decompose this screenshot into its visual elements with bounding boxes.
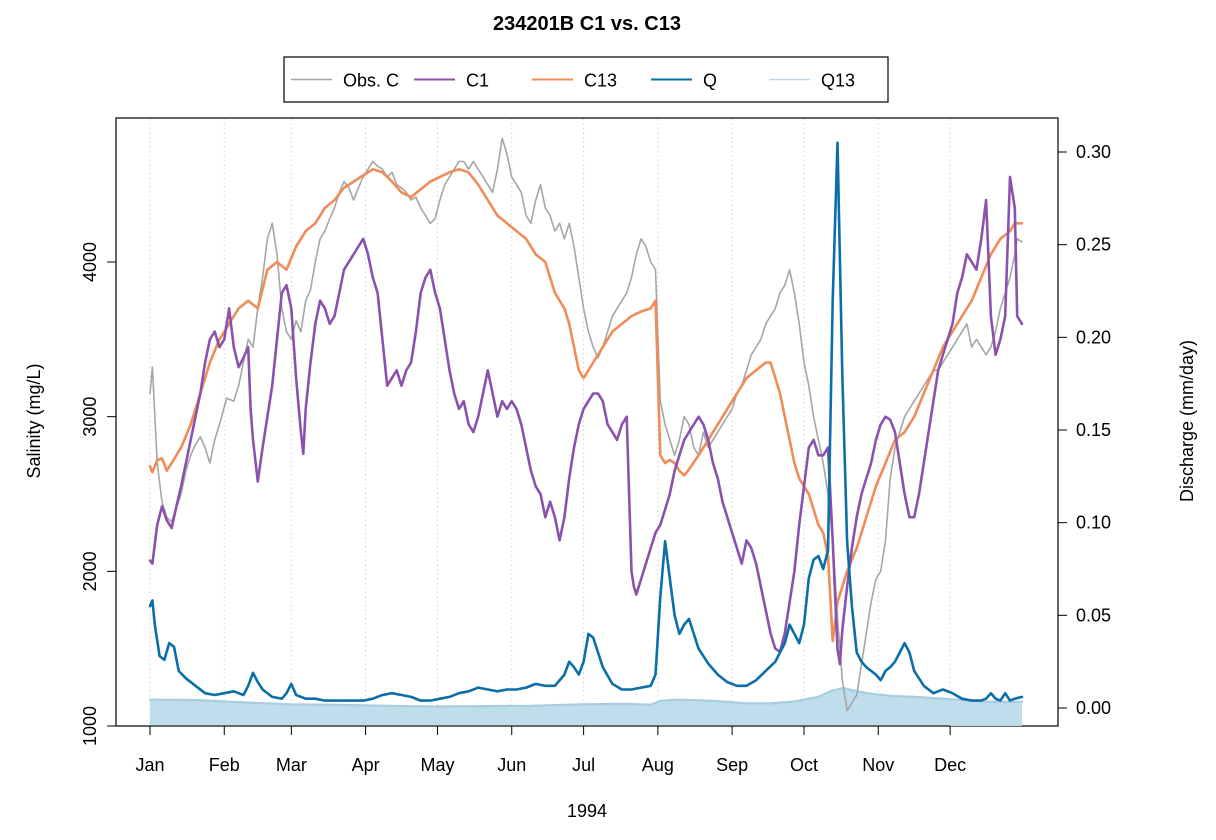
series-area: [148, 686, 1024, 726]
y-axis-right: 0.00 0.05 0.10 0.15 0.20 0.25 0.30: [1057, 142, 1111, 718]
x-tick-label: Mar: [276, 755, 307, 775]
x-tick-label: Apr: [352, 755, 380, 775]
x-tick-label: Jun: [497, 755, 526, 775]
chart-title: 234201B C1 vs. C13: [493, 13, 681, 35]
y-left-tick-label: 4000: [80, 242, 100, 282]
series-line-q: [148, 141, 1024, 702]
y-axis-left: 1000 2000 3000 4000: [80, 242, 117, 746]
x-tick-label: Sep: [716, 755, 748, 775]
y-axis-left-label: Salinity (mg/L): [24, 363, 44, 478]
grid: [149, 119, 951, 725]
y-right-tick-label: 0.25: [1076, 235, 1111, 255]
y-left-tick-label: 1000: [80, 706, 100, 746]
legend-label-q: Q: [703, 71, 717, 91]
y-right-tick-label: 0.20: [1076, 327, 1111, 347]
y-right-tick-label: 0.30: [1076, 142, 1111, 162]
series-line-q13: [148, 686, 1024, 708]
y-right-tick-label: 0.00: [1076, 698, 1111, 718]
y-right-tick-label: 0.10: [1076, 513, 1111, 533]
x-tick-label: Nov: [862, 755, 894, 775]
legend: Obs. C C1 C13 Q Q13: [283, 56, 889, 103]
y-right-tick-label: 0.05: [1076, 605, 1111, 625]
x-tick-label: Jan: [135, 755, 164, 775]
x-axis-label: 1994: [567, 801, 607, 821]
y-left-tick-label: 2000: [80, 551, 100, 591]
legend-label-q13: Q13: [821, 71, 855, 91]
x-tick-label: May: [420, 755, 454, 775]
x-tick-label: Feb: [209, 755, 240, 775]
legend-label-c13: C13: [584, 71, 617, 91]
series-lines: [148, 137, 1024, 712]
y-right-tick-label: 0.15: [1076, 420, 1111, 440]
y-axis-right-label: Discharge (mm/day): [1177, 340, 1197, 502]
x-tick-label: Oct: [790, 755, 818, 775]
x-tick-label: Aug: [642, 755, 674, 775]
x-tick-label: Dec: [934, 755, 966, 775]
series-area-q13: [150, 688, 1022, 726]
series-line-c13: [148, 167, 1024, 643]
legend-label-obs-c: Obs. C: [343, 71, 399, 91]
x-tick-label: Jul: [572, 755, 595, 775]
y-left-tick-label: 3000: [80, 397, 100, 437]
x-axis: Jan Feb Mar Apr May Jun Jul Aug Sep Oct Nov Dec: [135, 725, 966, 775]
series-line-c1: [148, 175, 1024, 666]
legend-label-c1: C1: [466, 71, 489, 91]
series-line-obs-c: [149, 137, 1023, 712]
